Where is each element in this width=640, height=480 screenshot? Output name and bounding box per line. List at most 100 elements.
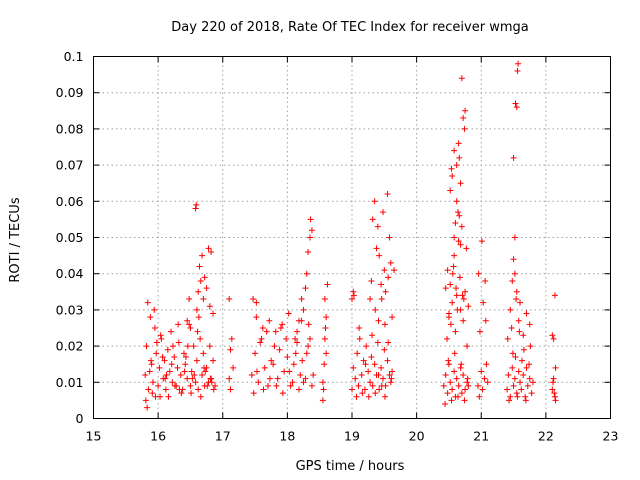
- data-point: [294, 339, 301, 346]
- data-point: [354, 350, 361, 357]
- data-point: [356, 325, 363, 331]
- data-point: [456, 274, 463, 281]
- data-point: [445, 357, 452, 364]
- data-point: [151, 306, 158, 313]
- data-point: [516, 328, 523, 335]
- data-point: [319, 379, 326, 386]
- data-point: [483, 361, 490, 368]
- data-point: [376, 386, 383, 393]
- data-point: [384, 191, 391, 198]
- data-point: [195, 288, 202, 295]
- data-point: [192, 379, 199, 386]
- data-point: [184, 343, 191, 350]
- data-point: [457, 364, 464, 371]
- data-point: [279, 321, 286, 328]
- data-point: [452, 328, 459, 335]
- data-point: [505, 372, 512, 379]
- data-point: [507, 393, 514, 400]
- data-point: [166, 368, 173, 375]
- data-point: [381, 267, 388, 274]
- data-point: [201, 364, 208, 371]
- data-point: [286, 368, 293, 375]
- data-point: [520, 372, 527, 379]
- data-point: [453, 162, 460, 169]
- data-point: [159, 353, 166, 360]
- data-point: [460, 296, 467, 303]
- data-point: [391, 267, 398, 274]
- data-point: [193, 306, 200, 313]
- data-point: [305, 248, 312, 255]
- data-point: [248, 372, 255, 379]
- data-point: [197, 335, 204, 342]
- data-point: [169, 343, 176, 350]
- data-point: [365, 368, 372, 375]
- data-point: [526, 361, 533, 368]
- data-point: [461, 397, 468, 404]
- data-point: [253, 314, 260, 321]
- data-point: [148, 361, 155, 368]
- data-point: [208, 379, 215, 386]
- data-point: [268, 357, 275, 364]
- data-point: [371, 361, 378, 368]
- data-point: [460, 115, 467, 122]
- y-tick-label: 0.04: [56, 266, 84, 281]
- data-point: [292, 335, 299, 342]
- data-point: [510, 382, 517, 389]
- data-point: [195, 314, 202, 321]
- data-point: [479, 386, 486, 393]
- data-point: [447, 379, 454, 386]
- data-point: [205, 245, 212, 252]
- data-point: [306, 234, 313, 241]
- data-point: [271, 343, 278, 350]
- data-point: [512, 100, 519, 107]
- data-point: [380, 375, 387, 382]
- data-point: [299, 357, 306, 364]
- data-point: [372, 306, 379, 313]
- data-point: [518, 386, 525, 393]
- x-tick-label: 22: [538, 429, 554, 444]
- data-point: [382, 288, 389, 295]
- data-point: [451, 234, 458, 241]
- data-point: [254, 368, 261, 375]
- data-point: [175, 339, 182, 346]
- data-point: [148, 357, 155, 364]
- data-point: [142, 372, 149, 379]
- data-point: [459, 292, 466, 299]
- data-point: [528, 390, 535, 397]
- data-point: [177, 372, 184, 379]
- data-point: [442, 401, 449, 408]
- data-point: [460, 372, 467, 379]
- data-point: [308, 227, 315, 234]
- data-point: [144, 404, 151, 411]
- y-tick-label: 0.03: [56, 302, 84, 317]
- data-point: [356, 335, 363, 342]
- data-point: [230, 364, 237, 371]
- data-point: [204, 382, 211, 389]
- data-point: [285, 310, 292, 317]
- data-point: [447, 281, 454, 288]
- data-point: [465, 382, 472, 389]
- data-point: [253, 299, 260, 306]
- data-point: [146, 368, 153, 375]
- data-point: [250, 390, 257, 397]
- x-tick-label: 20: [409, 429, 425, 444]
- data-point: [381, 321, 388, 328]
- data-point: [520, 346, 527, 353]
- data-point: [453, 198, 460, 205]
- data-point: [510, 256, 517, 263]
- data-point: [460, 317, 467, 324]
- data-point: [294, 328, 301, 335]
- data-point: [226, 296, 233, 303]
- data-point: [266, 375, 273, 382]
- data-point: [308, 382, 315, 389]
- data-point: [478, 368, 485, 375]
- data-point: [210, 357, 217, 364]
- data-point: [228, 335, 235, 342]
- data-point: [300, 306, 307, 313]
- data-point: [440, 382, 447, 389]
- data-point: [277, 325, 284, 331]
- data-point: [387, 379, 394, 386]
- data-point: [451, 147, 458, 154]
- data-point: [300, 379, 307, 386]
- data-point: [206, 343, 213, 350]
